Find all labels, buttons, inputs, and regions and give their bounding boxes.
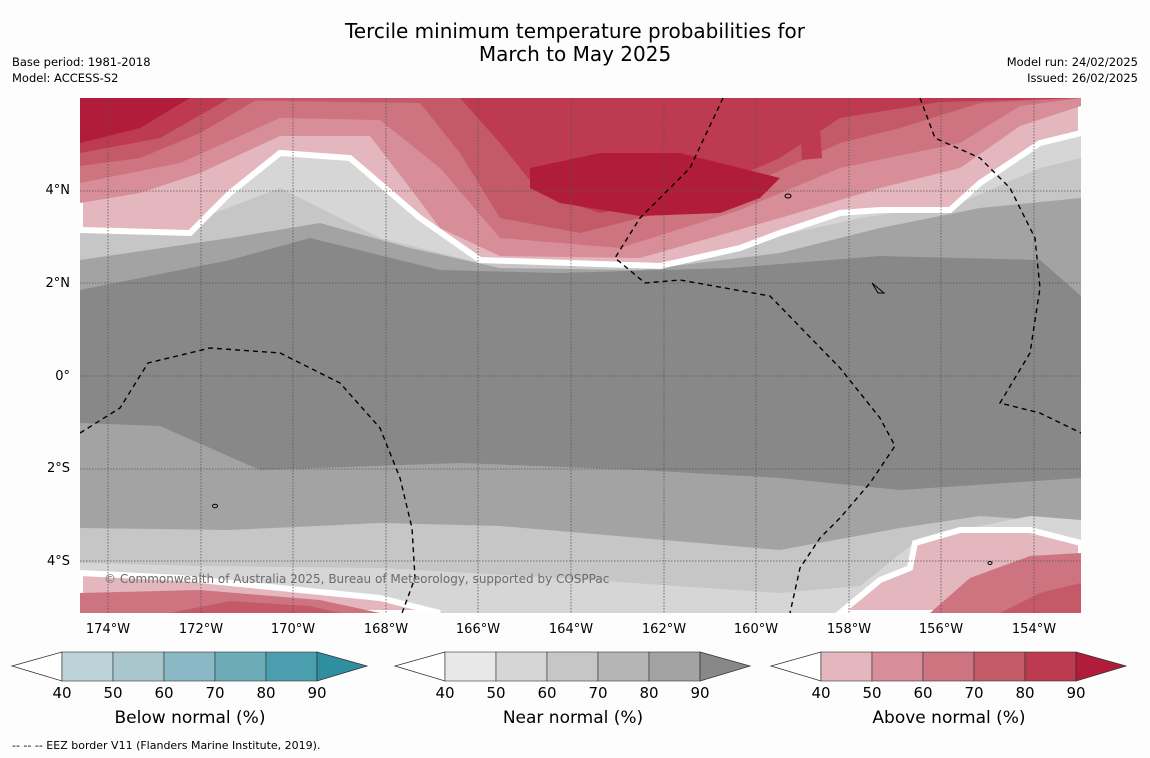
eez-footnote: -- -- -- EEZ border V11 (Flanders Marine… <box>12 739 321 752</box>
title-line-1: Tercile minimum temperature probabilitie… <box>344 19 806 43</box>
issued-date: Issued: 26/02/2025 <box>1027 71 1138 85</box>
lat-label-2s: 2°S <box>46 461 70 476</box>
above-normal-80-blob <box>800 126 822 160</box>
lon-label-172w: 172°W <box>178 622 224 637</box>
below-tick-80: 80 <box>256 684 276 702</box>
copyright-notice: © Commonwealth of Australia 2025, Bureau… <box>104 572 610 586</box>
above-normal-colorbar <box>769 651 1128 682</box>
lat-label-0: 0° <box>55 369 70 384</box>
model-run: Model run: 24/02/2025 <box>1006 55 1138 69</box>
above-tick-50: 50 <box>862 684 882 702</box>
graticule <box>80 98 1081 613</box>
above-tick-60: 60 <box>913 684 933 702</box>
title-line-2: March to May 2025 <box>478 42 672 66</box>
near-tick-80: 80 <box>639 684 659 702</box>
lat-label-2n: 2°N <box>45 276 71 291</box>
above-normal-80-southwest <box>170 601 340 613</box>
above-tick-70: 70 <box>964 684 984 702</box>
meta-right: Model run: 24/02/2025 Issued: 26/02/2025 <box>1007 54 1138 86</box>
above-normal-title: Above normal (%) <box>872 708 1026 728</box>
meta-left: Base period: 1981-2018 Model: ACCESS-S2 <box>12 54 151 86</box>
above-normal-90-north <box>80 98 780 216</box>
near-normal-title: Near normal (%) <box>502 708 644 728</box>
below-tick-40: 40 <box>52 684 72 702</box>
lon-label-164w: 164°W <box>548 622 594 637</box>
eez-borders <box>80 98 1081 613</box>
model-name: Model: ACCESS-S2 <box>12 71 119 85</box>
above-tick-90: 90 <box>1066 684 1086 702</box>
below-tick-90: 90 <box>307 684 327 702</box>
lon-label-158w: 158°W <box>826 622 872 637</box>
lon-label-156w: 156°W <box>918 622 964 637</box>
lon-label-170w: 170°W <box>270 622 316 637</box>
near-tick-70: 70 <box>588 684 608 702</box>
lon-label-162w: 162°W <box>641 622 687 637</box>
lon-label-168w: 168°W <box>363 622 409 637</box>
near-normal-60-south <box>80 516 1081 613</box>
map-title: Tercile minimum temperature probabilitie… <box>0 20 1150 66</box>
above-normal-80-southeast <box>1000 583 1081 613</box>
lon-label-154w: 154°W <box>1011 622 1057 637</box>
above-tick-40: 40 <box>811 684 831 702</box>
probability-map <box>80 98 1081 613</box>
near-tick-60: 60 <box>537 684 557 702</box>
near-tick-90: 90 <box>690 684 710 702</box>
below-tick-70: 70 <box>205 684 225 702</box>
below-normal-title: Below normal (%) <box>114 708 266 728</box>
near-normal-colorbar <box>393 651 752 682</box>
above-tick-80: 80 <box>1015 684 1035 702</box>
above-normal-80-north <box>80 98 1081 213</box>
lat-label-4n: 4°N <box>45 183 71 198</box>
lon-label-166w: 166°W <box>455 622 501 637</box>
below-tick-60: 60 <box>154 684 174 702</box>
near-tick-50: 50 <box>486 684 506 702</box>
islands <box>212 193 993 565</box>
near-tick-40: 40 <box>435 684 455 702</box>
below-normal-colorbar <box>10 651 369 682</box>
lon-label-160w: 160°W <box>733 622 779 637</box>
base-period: Base period: 1981-2018 <box>12 55 151 69</box>
below-tick-50: 50 <box>103 684 123 702</box>
lat-label-4s: 4°S <box>46 554 70 569</box>
lon-label-174w: 174°W <box>85 622 131 637</box>
